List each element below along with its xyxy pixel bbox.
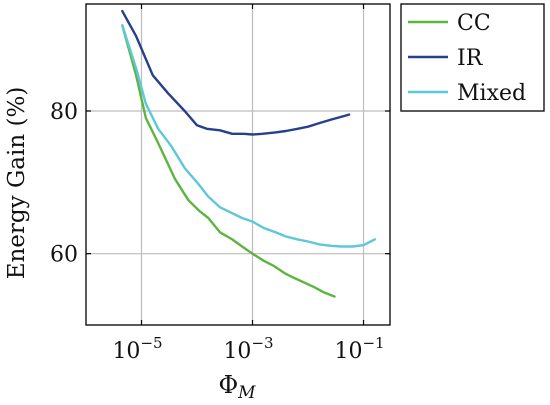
y-axis-label: Energy Gain (%): [4, 87, 30, 280]
axis-ticks: [86, 4, 390, 325]
legend-label-mixed: Mixed: [457, 81, 526, 106]
y-tick-labels: 60 80: [50, 100, 78, 268]
series-lines: [121, 9, 376, 298]
legend: CC IR Mixed: [400, 3, 545, 112]
grid: [86, 4, 390, 325]
series-line-ir: [121, 9, 351, 136]
x-tick-label-exponent: −5: [140, 334, 162, 352]
x-axis-label-subscript: M: [237, 383, 256, 403]
x-axis-label-base: Φ: [218, 371, 238, 399]
legend-label-cc: CC: [457, 11, 491, 36]
x-axis-label: ΦM: [218, 371, 256, 403]
x-tick-label: 10−5: [112, 334, 162, 364]
x-tick-label: 10−3: [223, 334, 273, 364]
legend-frame: [400, 3, 545, 112]
y-tick-label: 60: [50, 243, 78, 268]
x-tick-label-exponent: −1: [362, 334, 384, 352]
x-tick-label-base: 10: [334, 339, 362, 364]
x-tick-label-base: 10: [223, 339, 251, 364]
plot-frame: [85, 3, 391, 326]
y-tick-label: 80: [50, 100, 78, 125]
x-tick-label: 10−1: [334, 334, 384, 364]
x-tick-label-exponent: −3: [251, 334, 273, 352]
x-tick-labels: 10−5 10−3 10−1: [112, 334, 384, 364]
x-tick-label-base: 10: [112, 339, 140, 364]
legend-label-ir: IR: [457, 46, 484, 71]
series-line-cc: [121, 24, 336, 298]
series-line-mixed: [121, 24, 376, 248]
